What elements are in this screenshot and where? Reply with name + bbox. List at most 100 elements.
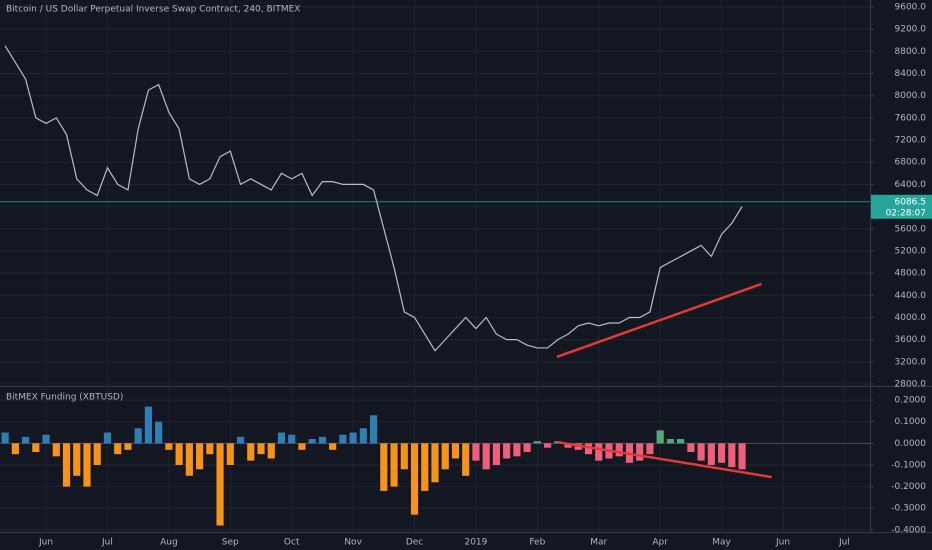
- funding-bar: [646, 443, 654, 455]
- funding-bar: [513, 443, 521, 457]
- funding-bar: [277, 432, 286, 444]
- funding-bar: [103, 432, 112, 444]
- funding-bar: [380, 443, 388, 491]
- funding-bar: [615, 443, 623, 457]
- funding-bar: [185, 443, 193, 476]
- funding-bar: [564, 443, 572, 448]
- funding-bar: [247, 443, 255, 461]
- y-tick-label: 8800.0: [895, 47, 927, 57]
- funding-bar: [441, 443, 449, 470]
- funding-bar: [584, 443, 593, 455]
- y-tick-label: 4000.0: [895, 313, 927, 323]
- funding-bar: [175, 443, 183, 465]
- funding-bar: [93, 443, 101, 465]
- funding-bar: [370, 415, 378, 444]
- funding-bar: [32, 443, 40, 452]
- funding-bar: [349, 432, 357, 444]
- x-tick-label: Dec: [406, 538, 423, 548]
- funding-bar: [226, 443, 234, 465]
- price-line: [4, 45, 743, 352]
- x-tick-label: Nov: [344, 538, 362, 548]
- y-tick-label: 3600.0: [895, 335, 927, 345]
- y-tick-label: 3200.0: [895, 357, 927, 367]
- x-tick-label: Apr: [652, 538, 668, 548]
- funding-bar: [451, 443, 460, 459]
- y-tick-label: 0.2000: [895, 396, 927, 406]
- funding-bar: [718, 443, 726, 463]
- y-tick-label: 4400.0: [895, 291, 927, 301]
- funding-bar: [697, 443, 705, 461]
- y-tick-label: 8400.0: [895, 69, 927, 79]
- x-tick-label: Mar: [590, 538, 607, 548]
- funding-bar: [124, 443, 132, 450]
- x-tick-label: May: [712, 538, 731, 548]
- funding-bar: [165, 443, 173, 450]
- x-tick-label: Feb: [529, 538, 545, 548]
- y-tick-label: 6800.0: [895, 158, 927, 168]
- funding-bar: [492, 443, 500, 465]
- funding-bar: [482, 443, 490, 470]
- funding-bar: [196, 443, 204, 470]
- funding-bar: [636, 443, 644, 461]
- funding-bar: [52, 443, 60, 457]
- funding-bar: [503, 443, 511, 459]
- funding-bar: [298, 443, 306, 450]
- last-price-label: 6086.5: [895, 197, 927, 207]
- funding-bar: [533, 441, 541, 444]
- funding-bar: [144, 406, 152, 444]
- y-tick-label: 0.1000: [895, 417, 927, 427]
- funding-bar: [472, 443, 480, 461]
- y-tick-label: 4800.0: [895, 269, 927, 279]
- funding-bar: [308, 439, 316, 444]
- y-tick-label: 5200.0: [895, 246, 927, 256]
- funding-bar: [462, 443, 470, 476]
- y-tick-label: 8000.0: [895, 91, 927, 101]
- funding-bar: [73, 443, 81, 476]
- funding-bar: [738, 443, 746, 470]
- grid-layer: [0, 0, 874, 532]
- y-tick-label: -0.2000: [891, 482, 926, 492]
- funding-bar: [83, 443, 91, 487]
- funding-bar: [236, 436, 245, 444]
- funding-bar: [544, 443, 552, 448]
- funding-bar: [410, 443, 419, 515]
- funding-bar: [22, 436, 30, 444]
- funding-bar: [257, 443, 265, 455]
- funding-bar: [206, 443, 214, 455]
- funding-bar: [656, 430, 664, 444]
- y-tick-label: 0.0000: [895, 439, 927, 449]
- x-tick-label: Aug: [160, 538, 178, 548]
- x-tick-label: Jul: [838, 538, 850, 548]
- y-tick-label: 5600.0: [895, 224, 927, 234]
- countdown-label: 02:28:07: [886, 208, 926, 218]
- chart-title: Bitcoin / US Dollar Perpetual Inverse Sw…: [6, 5, 300, 15]
- funding-bar: [728, 443, 736, 468]
- funding-bar: [216, 443, 224, 526]
- funding-bar: [329, 443, 337, 450]
- funding-bar: [1, 432, 9, 444]
- funding-bar: [155, 421, 163, 444]
- funding-bar: [666, 439, 674, 444]
- trend-line: [556, 282, 762, 359]
- y-tick-label: 9600.0: [895, 2, 927, 12]
- indicator-title: BitMEX Funding (XBTUSD): [6, 393, 123, 403]
- x-tick-label: Jul: [101, 538, 113, 548]
- y-tick-label: 6400.0: [895, 180, 927, 190]
- y-tick-label: -0.4000: [891, 525, 926, 535]
- funding-bar: [318, 436, 326, 444]
- y-tick-label: 9200.0: [895, 25, 927, 35]
- y-tick-label: -0.1000: [891, 460, 926, 470]
- y-tick-label: 7200.0: [895, 136, 927, 146]
- funding-bar: [431, 443, 439, 483]
- funding-bar: [359, 428, 367, 444]
- x-tick-label: Oct: [284, 538, 300, 548]
- funding-bar: [390, 443, 398, 487]
- funding-bar: [523, 443, 531, 452]
- funding-bar: [11, 443, 19, 455]
- funding-bar: [114, 443, 122, 455]
- funding-bar: [707, 443, 715, 465]
- funding-bar: [42, 434, 50, 444]
- x-tick-label: Sep: [222, 538, 239, 548]
